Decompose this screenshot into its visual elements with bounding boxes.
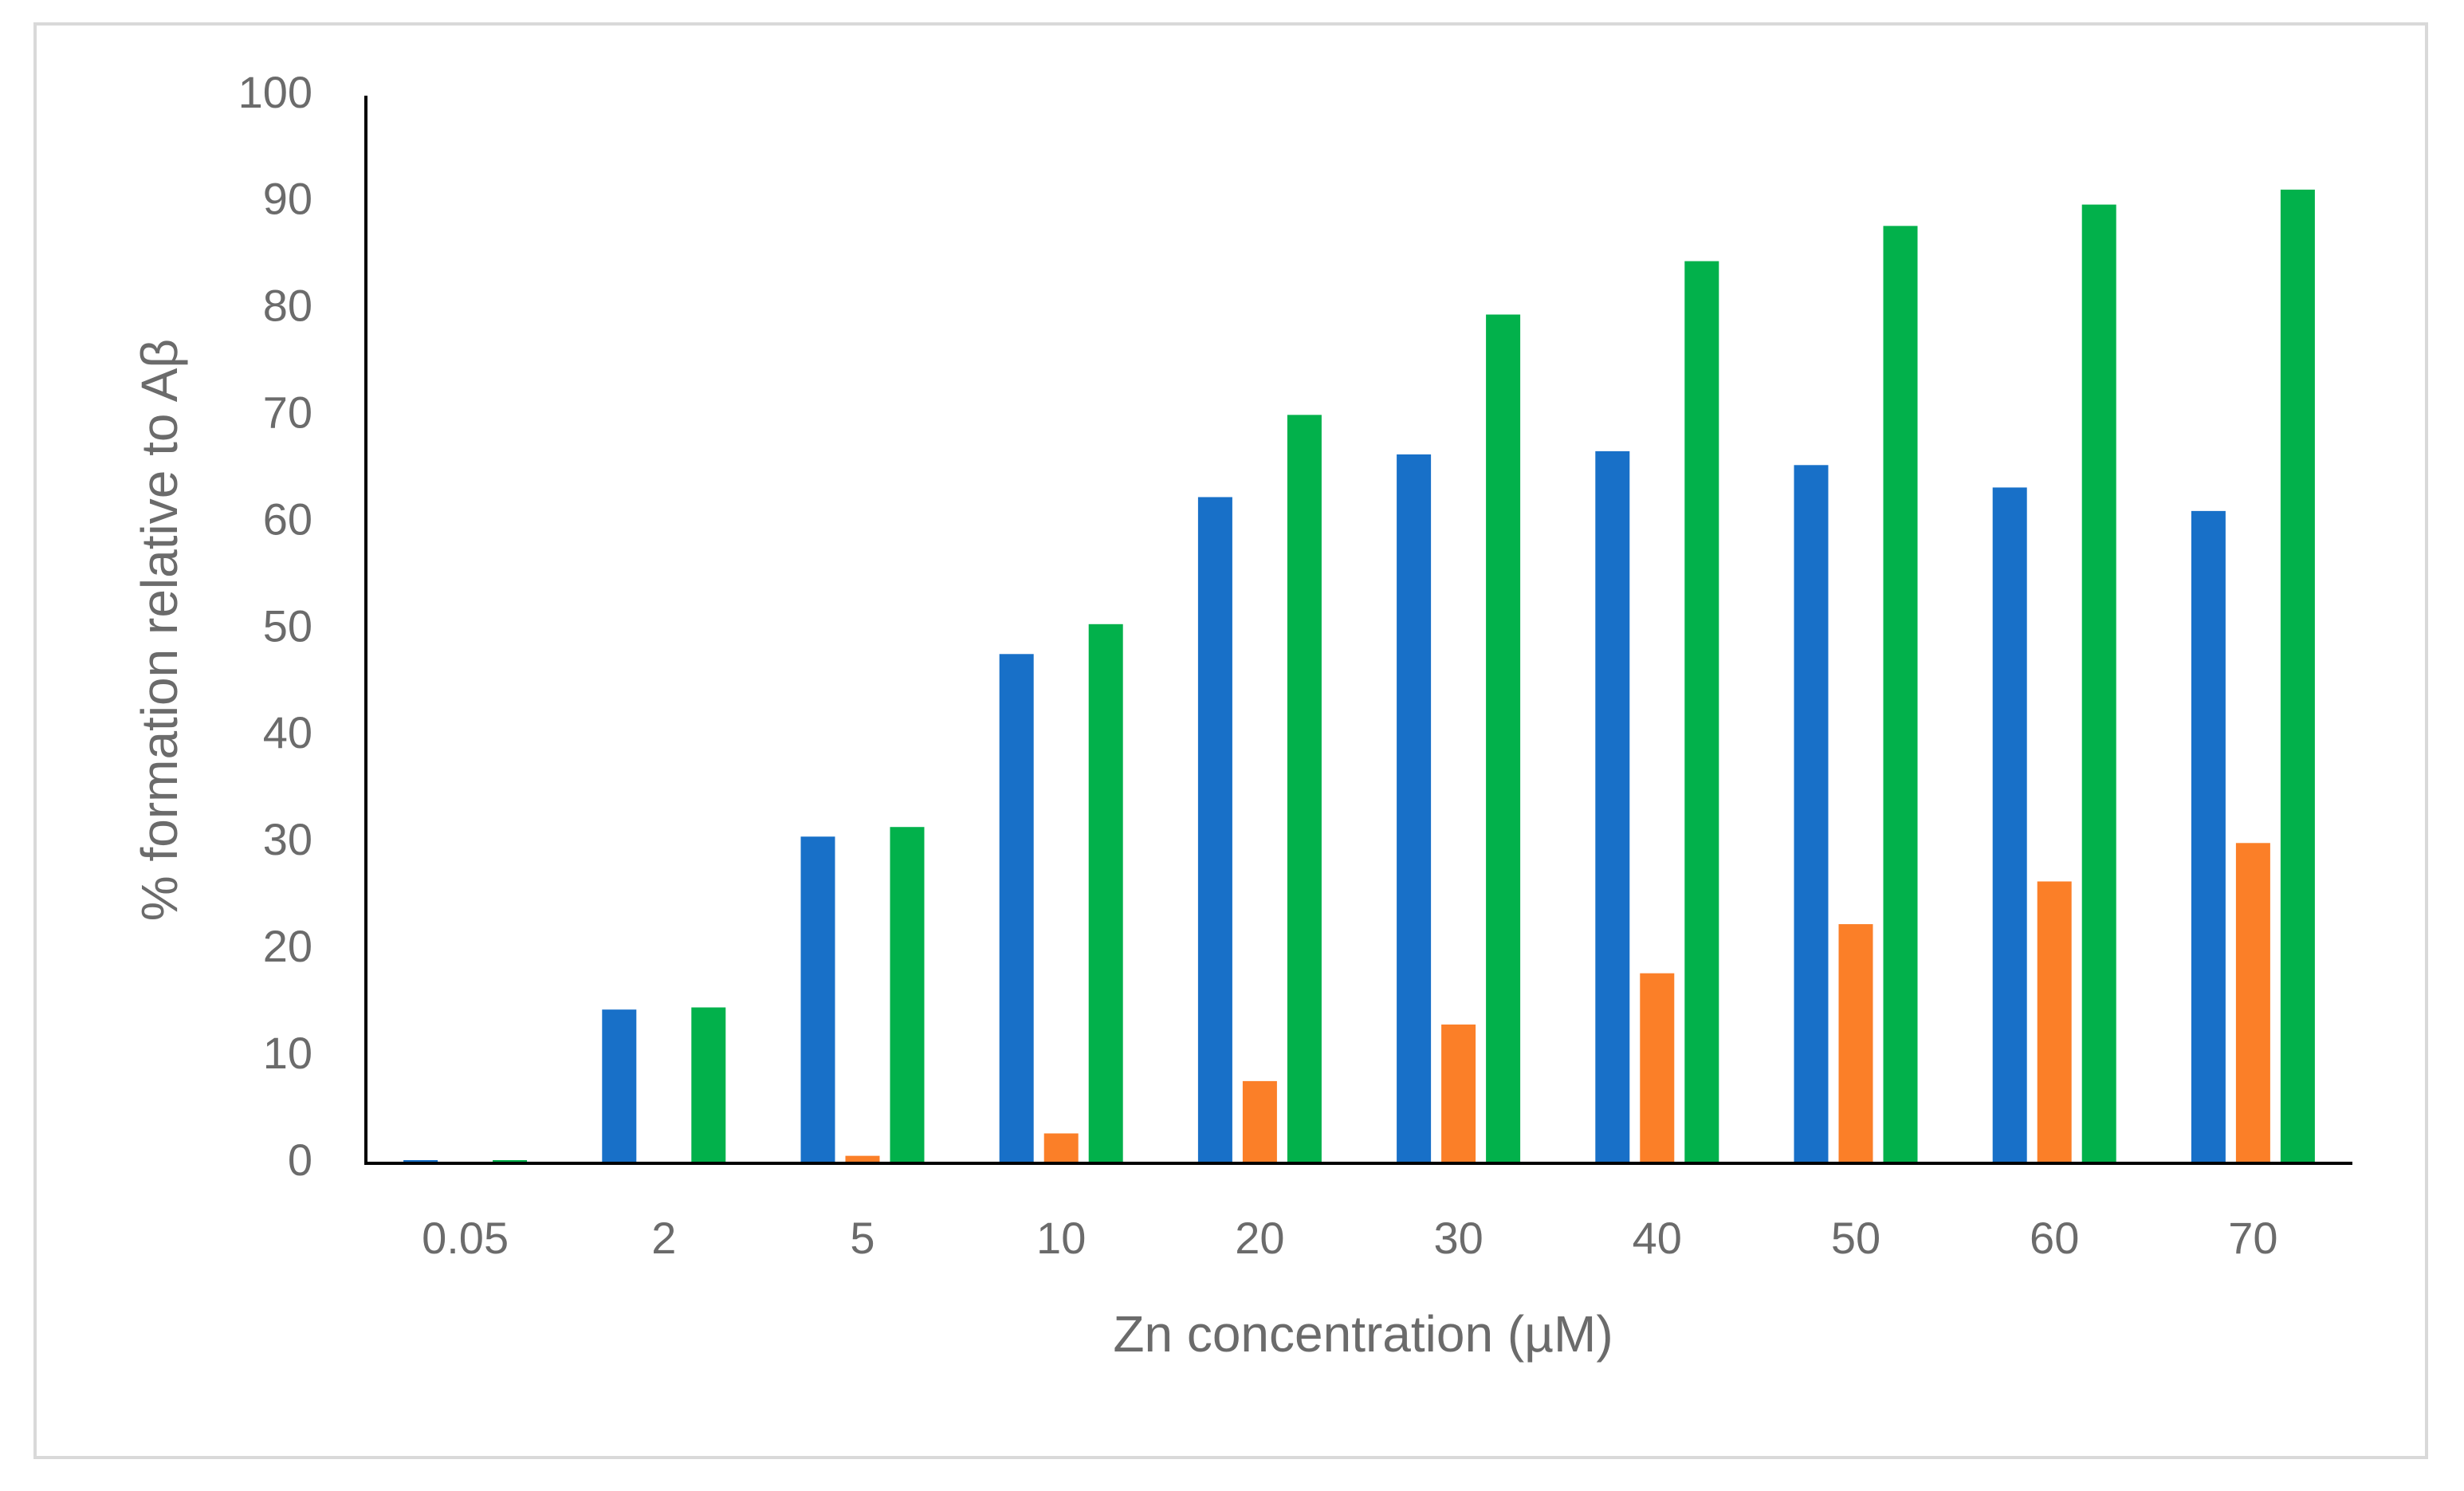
y-tick-label: 100 [238,67,312,117]
bar [493,1159,528,1163]
x-tick-label: 40 [1633,1213,1682,1263]
bar [403,1159,438,1163]
y-axis-title: % formation relative to Aβ [131,339,188,921]
y-tick-label: 90 [263,174,312,224]
bar [2191,510,2226,1163]
bar [1838,924,1873,1163]
y-tick-label: 20 [263,921,312,971]
bar [1684,261,1719,1163]
x-tick-label: 20 [1235,1213,1284,1263]
bar [1088,624,1123,1163]
x-tick-label: 2 [651,1213,676,1263]
bar [800,836,835,1163]
x-tick-label: 5 [850,1213,874,1263]
x-tick-label: 60 [2030,1213,2079,1263]
bar [691,1007,726,1163]
bar [1794,465,1829,1163]
y-tick-label: 0 [288,1135,312,1185]
bar [1043,1133,1079,1163]
x-tick-label: 30 [1433,1213,1483,1263]
bar [845,1155,880,1163]
bar [602,1009,637,1163]
bar [1242,1080,1277,1163]
y-tick-label: 70 [263,387,312,437]
bar [1197,497,1232,1163]
x-tick-label: 70 [2228,1213,2277,1263]
x-tick-label: 10 [1036,1213,1086,1263]
bar [2037,881,2072,1163]
bar [1992,487,2027,1163]
y-tick-label: 30 [263,814,312,864]
bar [1486,314,1521,1163]
y-tick-label: 40 [263,707,312,757]
bar [1397,454,1432,1163]
y-tick-label: 60 [263,494,312,544]
bar [999,654,1034,1163]
bar [2081,204,2116,1163]
y-tick-label: 80 [263,281,312,331]
bar [2235,843,2270,1163]
bar [1883,226,1918,1163]
x-tick-label: 0.05 [422,1213,509,1263]
bar [1287,415,1322,1163]
bar [1441,1024,1476,1163]
bar [890,827,925,1163]
x-tick-label: 50 [1831,1213,1880,1263]
y-tick-label: 10 [263,1028,312,1078]
x-axis-title: Zn concentration (µM) [1113,1305,1613,1363]
bar [1595,450,1630,1163]
y-tick-label: 50 [263,600,312,651]
bar [1640,973,1675,1163]
bar [2280,189,2315,1163]
